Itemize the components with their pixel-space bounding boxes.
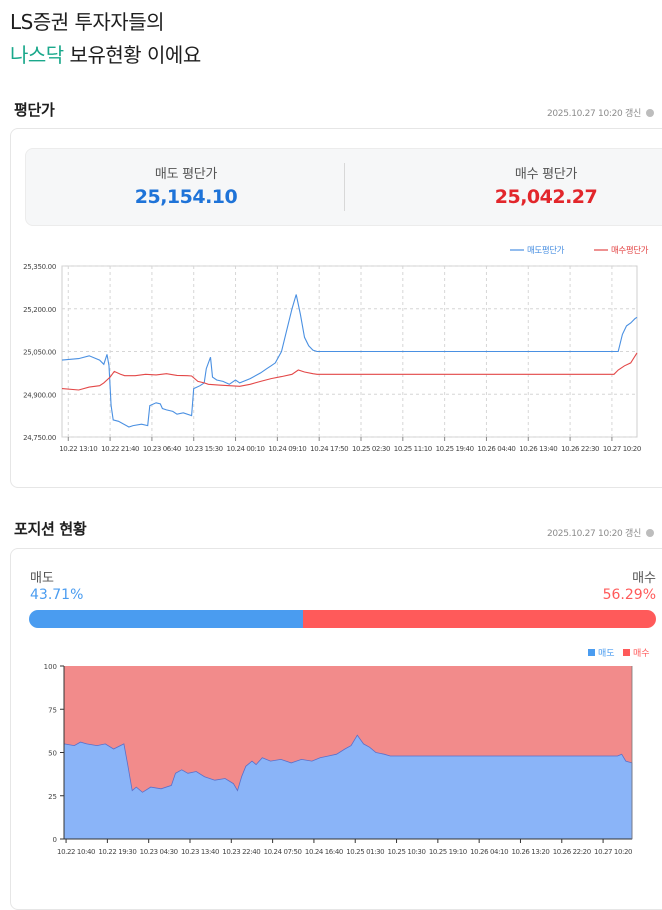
sell-area [63, 734, 633, 840]
legend-label: 매도 [598, 648, 615, 659]
x-tick-label: 10.25 19:10 [429, 848, 467, 856]
page-headline: LS증권 투자자들의 나스닥 보유현황 이에요 [10, 6, 201, 72]
sell-avg-value: 25,154.10 [134, 186, 238, 208]
position-updated: 2025.10.27 10:20 갱신 [547, 526, 654, 539]
x-tick-label: 10.27 10:20 [603, 445, 641, 453]
avg-updated-text: 2025.10.27 10:20 갱신 [546, 109, 641, 119]
sell-avg: 매도 평단가 25,154.10 [36, 163, 336, 208]
y-tick-label: 100 [44, 663, 57, 671]
x-tick-label: 10.24 09:10 [268, 445, 306, 453]
y-tick-label: 25 [48, 793, 57, 801]
avg-updated: 2025.10.27 10:20 갱신 [547, 106, 654, 119]
position-buy-label: 매수 [632, 571, 656, 586]
legend-swatch [623, 649, 630, 656]
position-sell-label: 매도 [30, 571, 54, 586]
sell-avg-line [61, 294, 638, 428]
x-tick-label: 10.23 04:30 [140, 848, 178, 856]
y-tick-label: 50 [48, 750, 57, 758]
refresh-icon[interactable] [646, 109, 654, 117]
x-tick-label: 10.24 07:50 [264, 848, 302, 856]
x-tick-label: 10.22 10:40 [57, 848, 95, 856]
x-tick-label: 10.22 19:30 [98, 848, 136, 856]
x-tick-label: 10.26 13:40 [519, 445, 557, 453]
x-tick-label: 10.25 19:40 [436, 445, 474, 453]
legend-label: 매도평단가 [527, 245, 565, 256]
x-tick-label: 10.23 06:40 [143, 445, 181, 453]
headline-line2: 나스닥 보유현황 이에요 [10, 39, 201, 72]
x-tick-label: 10.23 13:40 [181, 848, 219, 856]
x-tick-label: 10.26 04:40 [477, 445, 515, 453]
x-tick-label: 10.23 15:30 [185, 445, 223, 453]
y-tick-label: 24,750.00 [23, 434, 56, 442]
position-section-title: 포지션 현황 [14, 520, 87, 538]
x-tick-label: 10.25 01:30 [346, 848, 384, 856]
headline-line1: LS증권 투자자들의 [10, 10, 164, 34]
avg-price-chart: 24,750.00 24,900.00 25,050.00 25,200.00 25,3… [23, 245, 649, 453]
x-tick-label: 10.23 22:40 [222, 848, 260, 856]
y-tick-label: 24,900.00 [23, 391, 56, 399]
position-sell-bar [29, 610, 303, 628]
y-tick-label: 75 [48, 706, 57, 714]
x-tick-label: 10.22 21:40 [101, 445, 139, 453]
x-tick-label: 10.25 11:10 [394, 445, 432, 453]
refresh-icon[interactable] [646, 529, 654, 537]
buy-avg-line [61, 352, 638, 391]
buy-avg: 매수 평단가 25,042.27 [396, 163, 662, 208]
buy-avg-value: 25,042.27 [494, 186, 598, 208]
legend-swatch [588, 649, 595, 656]
x-tick-label: 10.24 16:40 [305, 848, 343, 856]
x-tick-label: 10.24 00:10 [227, 445, 265, 453]
y-tick-label: 25,350.00 [23, 263, 56, 271]
x-tick-label: 10.25 10:30 [388, 848, 426, 856]
x-tick-label: 10.25 02:30 [352, 445, 390, 453]
position-buy-bar [303, 610, 656, 628]
x-tick-label: 10.26 22:30 [561, 445, 599, 453]
avg-divider [344, 163, 345, 211]
legend-label: 매수평단가 [611, 245, 649, 256]
x-tick-label: 10.27 10:20 [594, 848, 632, 856]
position-updated-text: 2025.10.27 10:20 갱신 [546, 529, 641, 539]
legend-label: 매수 [633, 648, 650, 659]
position-sell-pct: 43.71% [30, 587, 84, 603]
x-tick-label: 10.26 13:20 [511, 848, 549, 856]
headline-rest: 보유현황 이에요 [63, 43, 202, 67]
y-tick-label: 25,050.00 [23, 349, 56, 357]
y-tick-label: 0 [53, 836, 57, 844]
y-tick-label: 25,200.00 [23, 306, 56, 314]
x-tick-label: 10.22 13:10 [59, 445, 97, 453]
sell-avg-label: 매도 평단가 [154, 167, 218, 182]
position-buy-pct: 56.29% [602, 587, 656, 603]
avg-summary-box: 매도 평단가 25,154.10 매수 평단가 25,042.27 [25, 148, 662, 226]
x-tick-label: 10.26 22:20 [553, 848, 591, 856]
x-tick-label: 10.24 17:50 [310, 445, 348, 453]
headline-accent: 나스닥 [10, 43, 64, 67]
buy-avg-label: 매수 평단가 [514, 167, 578, 182]
x-tick-label: 10.26 04:10 [470, 848, 508, 856]
avg-section-title: 평단가 [14, 101, 55, 119]
